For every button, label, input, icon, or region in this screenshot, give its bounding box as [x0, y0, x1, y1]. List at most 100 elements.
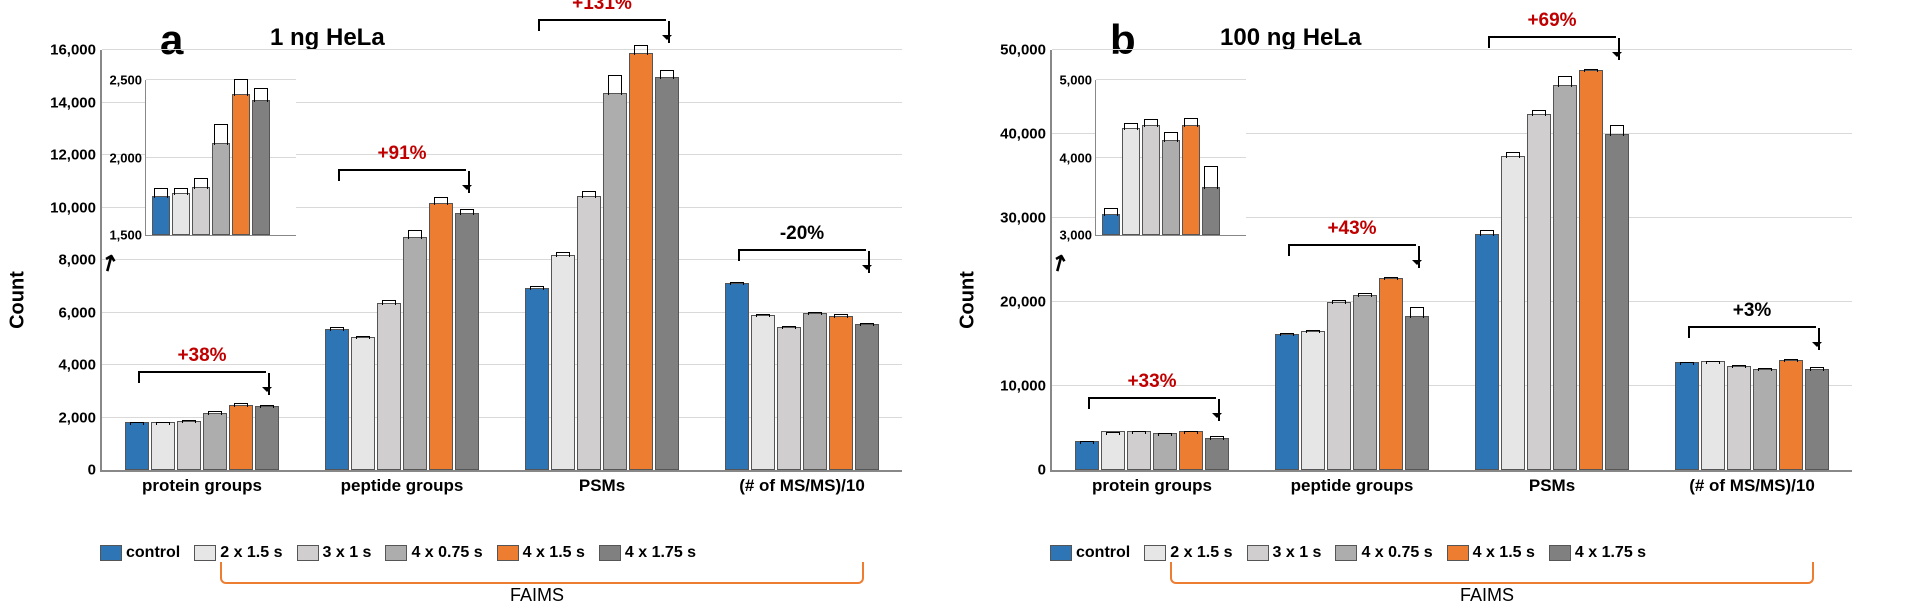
- bar: [325, 329, 349, 470]
- legend-item: 3 x 1 s: [297, 544, 372, 562]
- bar: [212, 143, 230, 235]
- error-bar: [1480, 230, 1494, 236]
- error-bar: [408, 230, 422, 239]
- panel-b: b100 ng HeLaCount010,00020,00030,00040,0…: [960, 10, 1880, 590]
- bar: [1753, 369, 1777, 470]
- bar: [1805, 369, 1829, 470]
- legend-swatch: [1447, 545, 1469, 561]
- error-bar: [782, 326, 796, 329]
- bar-group: peptide groups+43%: [1252, 50, 1452, 470]
- bar: [751, 315, 775, 470]
- bar: [1182, 125, 1200, 236]
- panel-title: 1 ng HeLa: [270, 24, 385, 52]
- legend-label: 4 x 1.5 s: [1473, 544, 1535, 562]
- legend-swatch: [1335, 545, 1357, 561]
- bar: [232, 94, 250, 236]
- error-bar: [234, 403, 248, 407]
- bar: [1553, 85, 1577, 470]
- pct-label: +43%: [1327, 218, 1376, 240]
- error-bar: [154, 188, 168, 198]
- error-bar: [1410, 307, 1424, 318]
- legend-item: 4 x 1.75 s: [599, 544, 696, 562]
- pct-bracket: [338, 169, 466, 183]
- error-bar: [330, 327, 344, 331]
- error-bar: [1158, 433, 1172, 436]
- error-bar: [1706, 361, 1720, 364]
- inset-chart: 3,0004,0005,000: [1095, 80, 1246, 236]
- bar-group: PSMs+131%: [502, 50, 702, 470]
- error-bar: [254, 88, 268, 101]
- x-category-label: (# of MS/MS)/10: [1689, 470, 1815, 496]
- pct-label: +69%: [1527, 10, 1576, 32]
- bar: [777, 327, 801, 470]
- error-bar: [1358, 293, 1372, 297]
- y-tick: 30,000: [1000, 210, 1052, 227]
- bar: [855, 324, 879, 470]
- y-tick: 2,000: [58, 409, 102, 426]
- bar-group: [146, 80, 308, 235]
- pct-label: -20%: [780, 223, 824, 245]
- pct-label: +38%: [177, 345, 226, 367]
- bar: [1379, 278, 1403, 470]
- x-category-label: peptide groups: [1291, 470, 1414, 496]
- error-bar: [1210, 436, 1224, 439]
- pct-bracket: [1688, 326, 1816, 340]
- bar: [1202, 187, 1220, 236]
- bar: [455, 213, 479, 470]
- error-bar: [1384, 277, 1398, 281]
- bar: [377, 303, 401, 470]
- y-tick: 4,000: [58, 357, 102, 374]
- bar: [152, 196, 170, 235]
- bar: [1127, 431, 1151, 470]
- error-bar: [1184, 118, 1198, 127]
- error-bar: [182, 420, 196, 423]
- error-bar: [260, 405, 274, 408]
- bar: [252, 100, 270, 235]
- error-bar: [556, 252, 570, 257]
- bar: [192, 187, 210, 236]
- legend-item: 2 x 1.5 s: [194, 544, 282, 562]
- y-tick: 5,000: [1059, 73, 1096, 88]
- pct-bracket: [1488, 36, 1616, 50]
- y-tick: 10,000: [1000, 378, 1052, 395]
- bar-group: peptide groups+91%: [302, 50, 502, 470]
- pct-bracket: [1088, 397, 1216, 411]
- error-bar: [660, 70, 674, 79]
- bar: [429, 203, 453, 470]
- bar: [603, 93, 627, 470]
- bar: [177, 421, 201, 470]
- error-bar: [434, 197, 448, 205]
- y-tick: 4,000: [1059, 150, 1096, 165]
- bar: [1153, 433, 1177, 470]
- y-tick: 12,000: [50, 147, 102, 164]
- y-tick: 16,000: [50, 42, 102, 59]
- error-bar: [1680, 362, 1694, 365]
- x-category-label: peptide groups: [341, 470, 464, 496]
- error-bar: [1164, 132, 1178, 142]
- error-bar: [756, 314, 770, 317]
- legend-swatch: [1549, 545, 1571, 561]
- legend-label: 4 x 1.75 s: [625, 544, 696, 562]
- error-bar: [1584, 69, 1598, 72]
- bar-group: (# of MS/MS)/10+3%: [1652, 50, 1852, 470]
- bar: [255, 406, 279, 470]
- faims-bracket: [220, 562, 864, 584]
- error-bar: [1132, 431, 1146, 434]
- legend-swatch: [497, 545, 519, 561]
- error-bar: [356, 336, 370, 339]
- pct-label: +3%: [1733, 300, 1772, 322]
- bar: [125, 422, 149, 470]
- legend-item: 2 x 1.5 s: [1144, 544, 1232, 562]
- error-bar: [214, 124, 228, 145]
- bar-group: (# of MS/MS)/10-20%: [702, 50, 902, 470]
- x-category-label: PSMs: [579, 470, 625, 496]
- bar: [1527, 114, 1551, 470]
- faims-label: FAIMS: [1460, 585, 1514, 606]
- error-bar: [460, 209, 474, 215]
- y-tick: 0: [1038, 462, 1052, 479]
- error-bar: [1124, 123, 1138, 130]
- bar: [1675, 362, 1699, 470]
- bar: [1162, 140, 1180, 235]
- y-tick: 40,000: [1000, 126, 1052, 143]
- pct-bracket: [1288, 244, 1416, 258]
